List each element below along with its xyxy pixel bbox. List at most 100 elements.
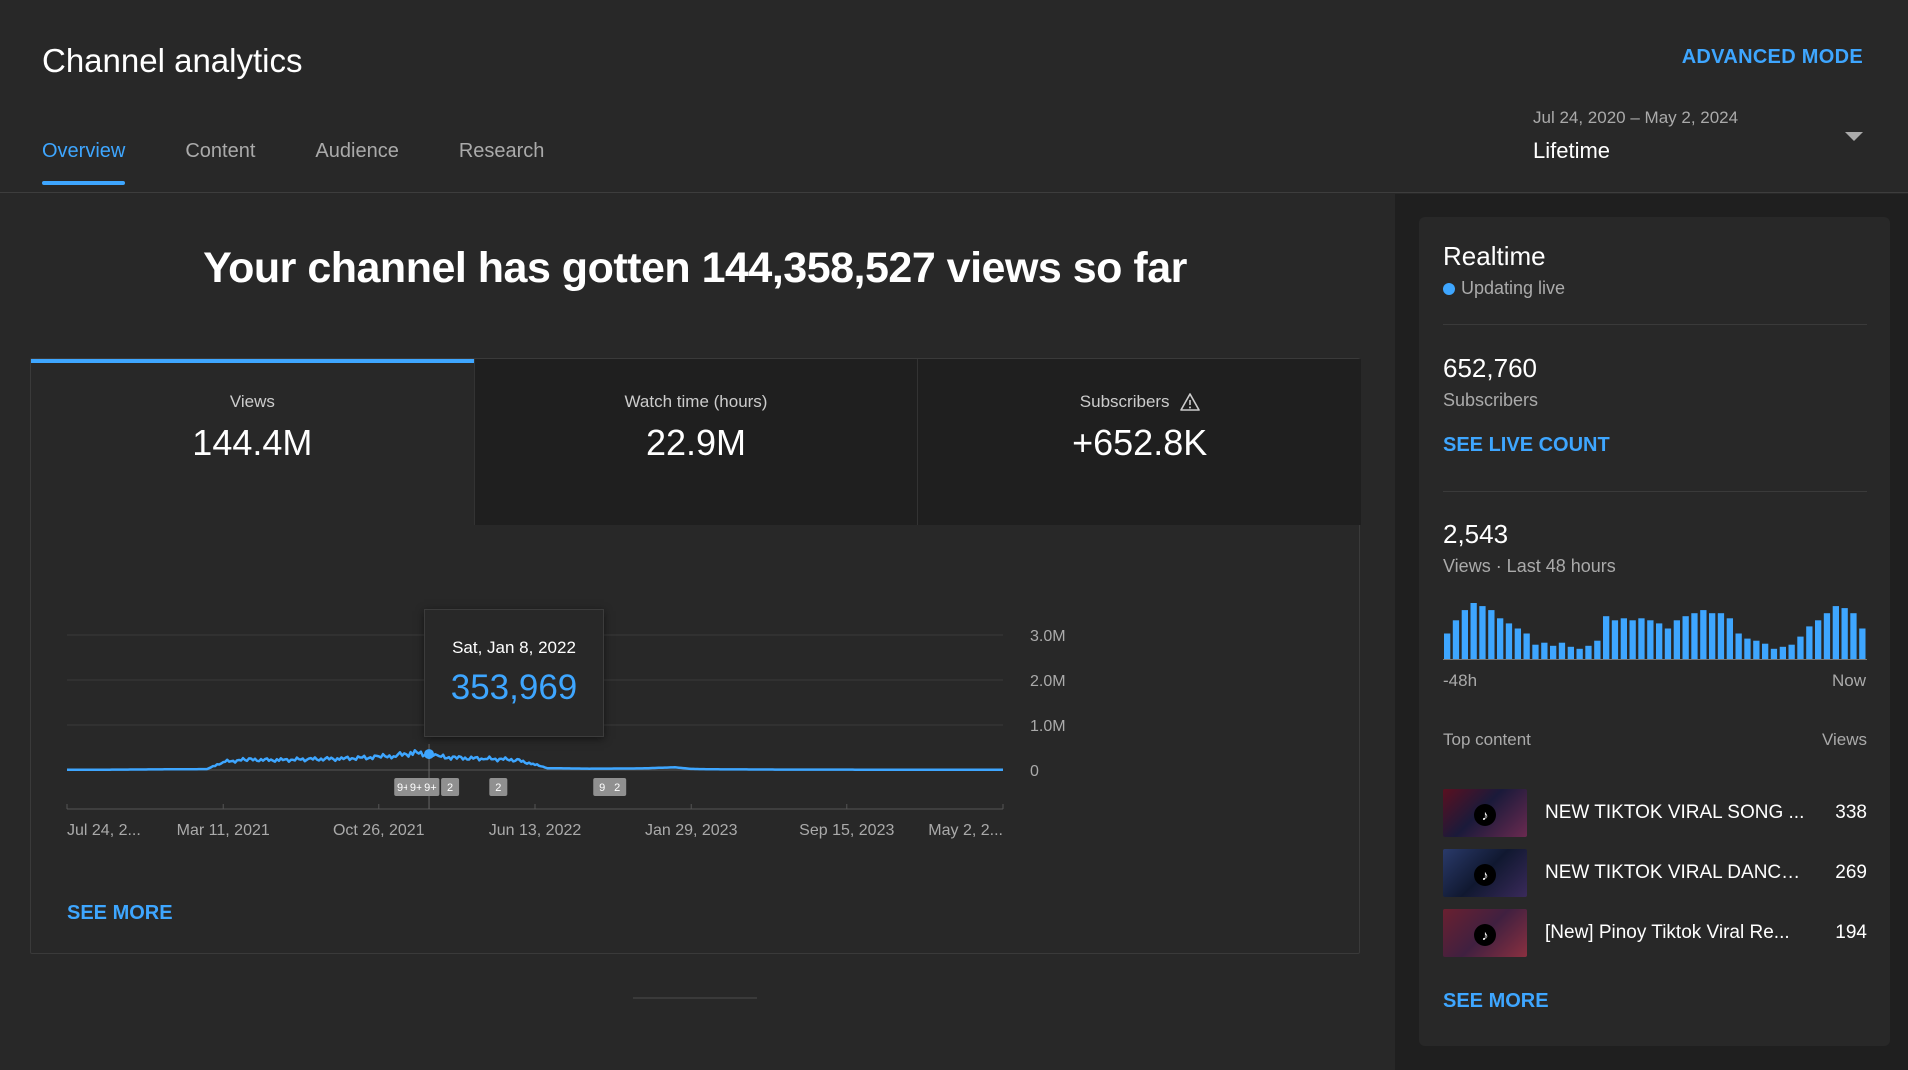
realtime-subscribers: 652,760 bbox=[1443, 353, 1537, 383]
metric-tab-watch-time[interactable]: Watch time (hours) 22.9M bbox=[473, 359, 918, 525]
hourly-views-bar[interactable] bbox=[1691, 613, 1698, 659]
divider bbox=[1443, 324, 1867, 325]
hourly-views-bar[interactable] bbox=[1832, 606, 1839, 659]
hourly-views-bar[interactable] bbox=[1664, 628, 1672, 660]
hourly-views-bar[interactable] bbox=[1709, 613, 1716, 659]
metric-tab-subscribers[interactable]: Subscribers +652.8K bbox=[917, 359, 1362, 525]
hourly-views-bar[interactable] bbox=[1744, 638, 1751, 659]
hourly-views-bar[interactable] bbox=[1700, 610, 1707, 659]
event-marker[interactable]: 9 bbox=[593, 778, 612, 796]
tab-overview[interactable]: Overview bbox=[42, 140, 126, 185]
hourly-views-bar[interactable] bbox=[1717, 613, 1725, 659]
hourly-views-bar[interactable] bbox=[1558, 642, 1566, 659]
hourly-views-bar[interactable] bbox=[1788, 644, 1795, 659]
event-marker[interactable]: 9+ bbox=[407, 778, 426, 796]
chart-tooltip: Sat, Jan 8, 2022 353,969 bbox=[424, 609, 604, 737]
realtime-bar-chart[interactable] bbox=[1443, 595, 1867, 677]
x-tick-label: May 2, 2... bbox=[928, 822, 1003, 839]
tab-research[interactable]: Research bbox=[458, 140, 545, 162]
hourly-views-bar[interactable] bbox=[1461, 610, 1468, 659]
hourly-views-bar[interactable] bbox=[1841, 608, 1848, 659]
hourly-views-bar[interactable] bbox=[1497, 618, 1504, 659]
hourly-views-bar[interactable] bbox=[1532, 644, 1539, 659]
event-marker[interactable]: 9+ bbox=[421, 778, 440, 796]
hourly-views-bar[interactable] bbox=[1505, 623, 1513, 659]
metric-tab-views[interactable]: Views 144.4M bbox=[31, 359, 474, 525]
hourly-views-bar[interactable] bbox=[1770, 648, 1778, 659]
views-column-label: Views bbox=[1821, 730, 1867, 749]
views-line-chart[interactable]: 3.0M 2.0M 1.0M 0 Jul 24, 2... Mar 11, 2021 Oct… bbox=[30, 594, 1360, 884]
event-marker-label: 9+ bbox=[397, 782, 410, 794]
hourly-views-bar[interactable] bbox=[1815, 620, 1822, 659]
warning-icon[interactable] bbox=[1179, 393, 1200, 411]
event-marker[interactable]: 2 bbox=[489, 778, 508, 796]
list-item[interactable]: ♪ [New] Pinoy Tiktok Viral Re... 194 bbox=[1443, 903, 1867, 963]
see-more-link[interactable]: SEE MORE bbox=[67, 902, 173, 924]
hourly-views-bar[interactable] bbox=[1859, 628, 1866, 660]
date-range-picker[interactable]: Jul 24, 2020 – May 2, 2024 Lifetime bbox=[1533, 108, 1863, 168]
tab-content[interactable]: Content bbox=[185, 140, 256, 162]
tiktok-icon: ♪ bbox=[1474, 804, 1496, 827]
hourly-views-bar[interactable] bbox=[1567, 646, 1574, 659]
see-more-link[interactable]: SEE MORE bbox=[1443, 990, 1549, 1012]
list-item[interactable]: ♪ NEW TIKTOK VIRAL DANCE... 269 bbox=[1443, 843, 1867, 903]
hourly-views-bar[interactable] bbox=[1806, 626, 1813, 659]
hourly-views-bar[interactable] bbox=[1620, 618, 1627, 659]
see-live-count-link[interactable]: SEE LIVE COUNT bbox=[1443, 434, 1610, 456]
y-tick-label: 3.0M bbox=[1030, 628, 1066, 645]
hourly-views-bar[interactable] bbox=[1585, 645, 1592, 659]
hourly-views-bar[interactable] bbox=[1541, 642, 1548, 659]
event-marker-label: 9+ bbox=[410, 782, 423, 794]
hourly-views-bar[interactable] bbox=[1850, 613, 1857, 659]
advanced-mode-link[interactable]: ADVANCED MODE bbox=[1681, 46, 1863, 68]
hourly-views-bar[interactable] bbox=[1470, 603, 1477, 659]
hourly-views-bar[interactable] bbox=[1594, 640, 1601, 659]
hourly-views-bar[interactable] bbox=[1514, 628, 1521, 660]
hourly-views-bar[interactable] bbox=[1823, 613, 1831, 659]
event-marker-box bbox=[421, 778, 440, 796]
hourly-views-bar[interactable] bbox=[1779, 646, 1786, 659]
event-marker-box bbox=[489, 778, 508, 796]
hourly-views-bar[interactable] bbox=[1673, 620, 1680, 659]
hourly-views-bar[interactable] bbox=[1611, 620, 1619, 659]
metric-value: +652.8K bbox=[1072, 422, 1208, 463]
hourly-views-bar[interactable] bbox=[1550, 645, 1557, 659]
hourly-views-bar[interactable] bbox=[1797, 636, 1804, 659]
video-views: 269 bbox=[1835, 862, 1867, 883]
hourly-views-bar[interactable] bbox=[1576, 648, 1583, 659]
hourly-views-bar[interactable] bbox=[1753, 640, 1760, 659]
metric-label: Subscribers bbox=[1079, 392, 1170, 411]
hourly-views-bar[interactable] bbox=[1647, 620, 1654, 659]
hourly-views-bar[interactable] bbox=[1682, 616, 1689, 659]
hourly-views-bar[interactable] bbox=[1488, 610, 1495, 659]
mini-chart-start-label: -48h bbox=[1443, 671, 1478, 690]
hourly-views-bar[interactable] bbox=[1762, 643, 1769, 659]
hourly-views-bar[interactable] bbox=[1726, 618, 1733, 659]
hourly-views-bar[interactable] bbox=[1523, 633, 1530, 660]
event-marker[interactable]: 2 bbox=[608, 778, 627, 796]
event-marker-box bbox=[593, 778, 612, 796]
list-item[interactable]: ♪ NEW TIKTOK VIRAL SONG ... 338 bbox=[1443, 783, 1867, 843]
top-content-list: ♪ NEW TIKTOK VIRAL SONG ... 338 ♪ NEW TI… bbox=[1443, 783, 1867, 963]
tab-audience[interactable]: Audience bbox=[315, 140, 399, 162]
hourly-views-bar[interactable] bbox=[1603, 616, 1610, 659]
live-dot-icon bbox=[1443, 282, 1455, 295]
video-title: NEW TIKTOK VIRAL SONG ... bbox=[1545, 802, 1805, 823]
hourly-views-bar[interactable] bbox=[1735, 633, 1742, 660]
hourly-views-bar[interactable] bbox=[1444, 633, 1451, 660]
hourly-views-bar[interactable] bbox=[1629, 620, 1636, 659]
hourly-views-bar[interactable] bbox=[1656, 623, 1663, 659]
x-tick-label: Sep 15, 2023 bbox=[799, 822, 894, 839]
video-views: 194 bbox=[1835, 922, 1867, 943]
metric-tabs: Views 144.4M Watch time (hours) 22.9M Su… bbox=[31, 359, 1362, 525]
date-preset: Lifetime bbox=[1533, 138, 1611, 163]
x-tick-label: Jan 29, 2023 bbox=[645, 822, 738, 839]
hourly-views-bar[interactable] bbox=[1452, 620, 1460, 659]
scroll-indicator bbox=[633, 997, 757, 999]
hourly-views-bar[interactable] bbox=[1479, 606, 1486, 659]
tiktok-icon: ♪ bbox=[1474, 924, 1496, 947]
mini-chart-end-label: Now bbox=[1831, 671, 1866, 690]
video-thumbnail: ♪ bbox=[1443, 849, 1527, 897]
event-marker[interactable]: 2 bbox=[441, 778, 460, 796]
hourly-views-bar[interactable] bbox=[1638, 618, 1645, 659]
